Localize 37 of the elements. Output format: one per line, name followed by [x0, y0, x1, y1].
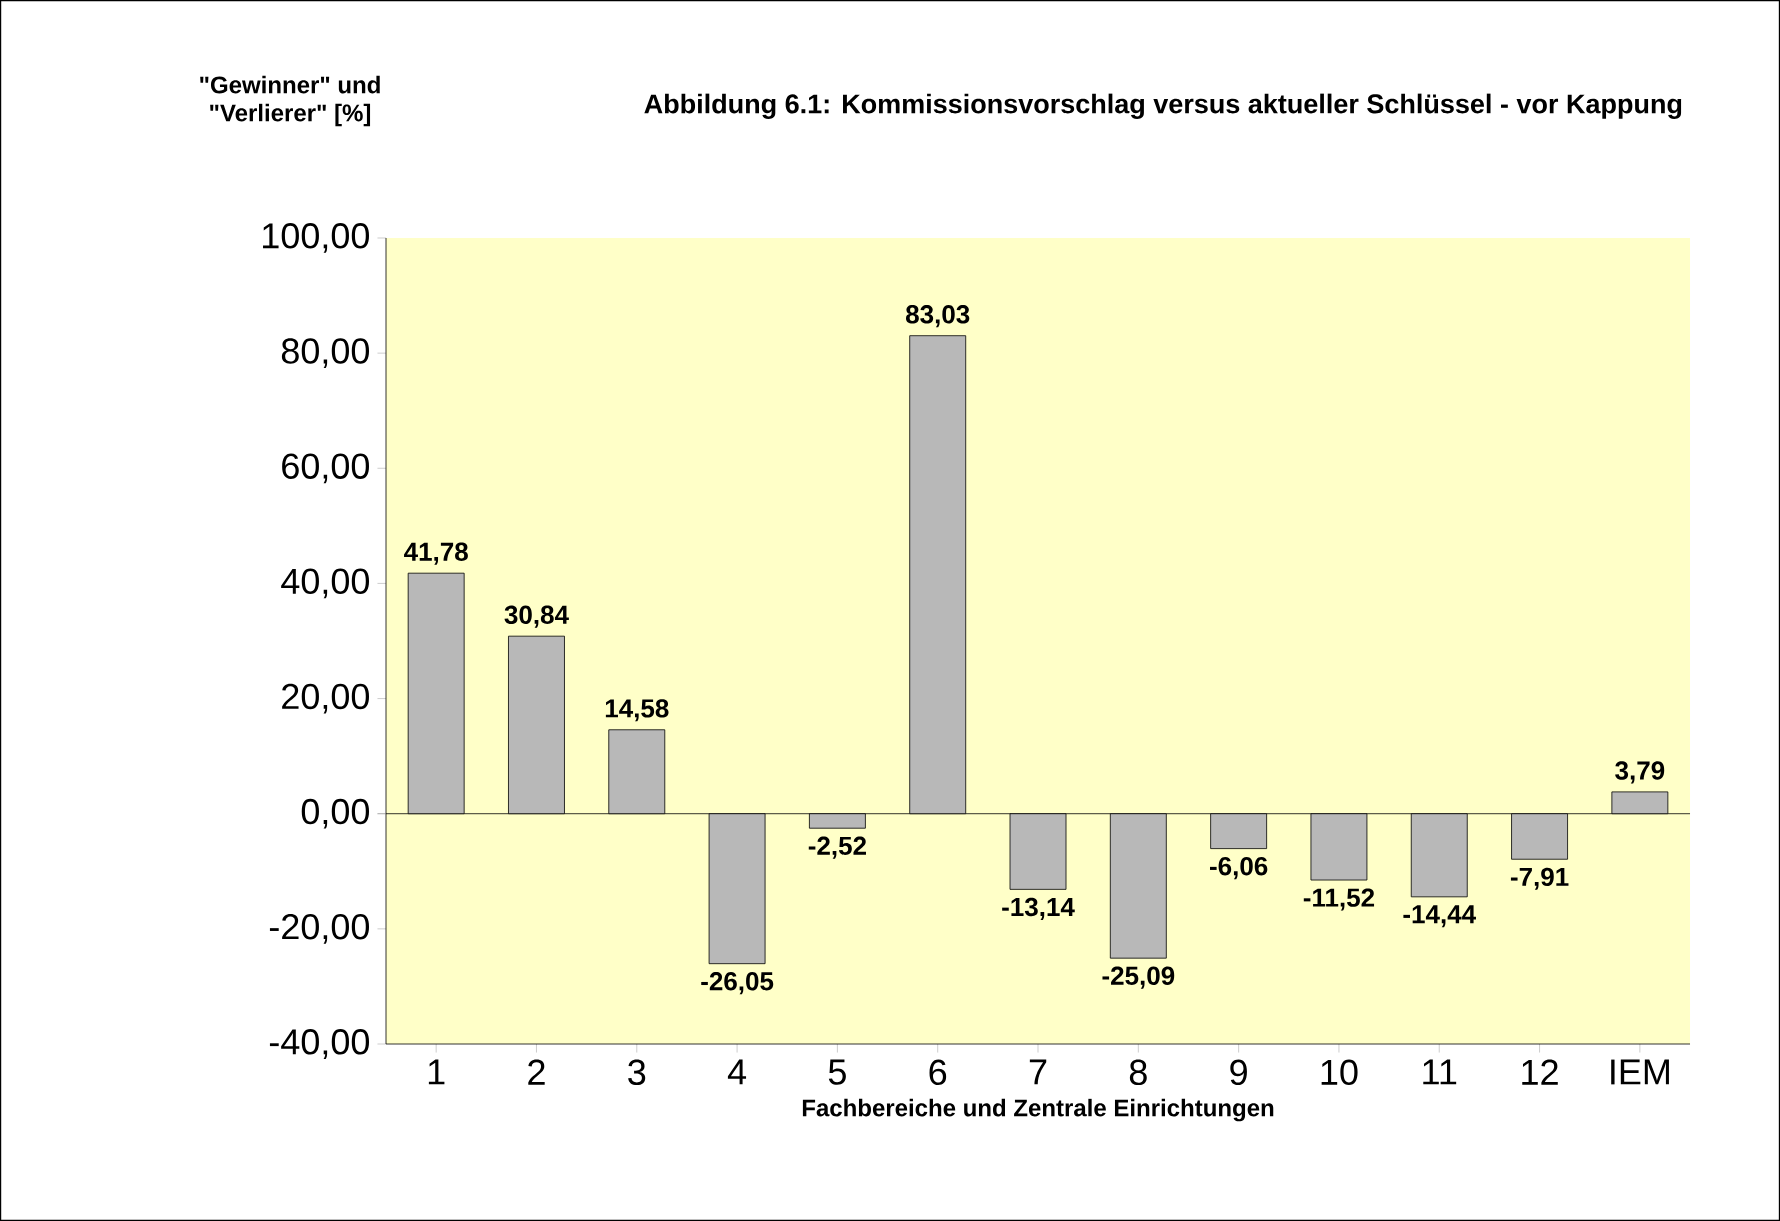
y-tick-label: -20,00 [269, 913, 370, 944]
y-tick-label: 80,00 [281, 338, 370, 369]
x-tick-label: 1 [428, 1059, 445, 1085]
x-tick-label: IEM [1611, 1059, 1669, 1085]
x-tick-label: 5 [828, 1059, 846, 1085]
x-tick-label: 9 [1230, 1059, 1247, 1086]
data-label: 83,03 [905, 305, 970, 328]
x-tick-label: 12 [1522, 1059, 1558, 1085]
data-label: 3,79 [1615, 761, 1665, 784]
x-tick-label: 6 [929, 1059, 947, 1086]
data-label: -14,44 [1403, 905, 1476, 928]
data-label: 41,78 [404, 542, 468, 565]
y-tick-label: 0,00 [301, 798, 370, 829]
chart-title: Abbildung 6.1: Kommissionsvorschlag versus aktueller Schlüssel - vor Kappung [644, 93, 1682, 119]
data-label: 14,58 [605, 699, 669, 722]
data-label: -11,52 [1303, 888, 1375, 911]
y-tick-label: 20,00 [282, 683, 370, 714]
data-label: 30,84 [504, 605, 569, 628]
data-label: -25,09 [1102, 966, 1175, 989]
x-tick-label: 7 [1029, 1059, 1047, 1085]
x-tick-label: 11 [1423, 1059, 1457, 1085]
x-tick-label: 8 [1129, 1059, 1147, 1086]
data-label: -13,14 [1002, 897, 1075, 920]
x-tick-label: 3 [628, 1059, 646, 1086]
y-tick-label: 40,00 [281, 568, 370, 599]
x-tick-label: 4 [727, 1059, 747, 1085]
y-tick-label: 100,00 [263, 223, 369, 253]
data-label: -2,52 [808, 836, 866, 859]
y-tick-label: 60,00 [282, 453, 370, 484]
y-axis-title: "Gewinner" und "Verlierer" [%] [200, 75, 380, 127]
x-tick-label: 10 [1321, 1059, 1358, 1086]
data-label: -26,05 [701, 972, 774, 995]
data-label: -7,91 [1510, 867, 1569, 890]
x-tick-label: 2 [528, 1059, 545, 1085]
x-axis-title: Fachbereiche und Zentrale Einrichtungen [802, 1098, 1274, 1122]
y-tick-label: -40,00 [269, 1029, 370, 1059]
data-label: -6,06 [1210, 856, 1268, 880]
